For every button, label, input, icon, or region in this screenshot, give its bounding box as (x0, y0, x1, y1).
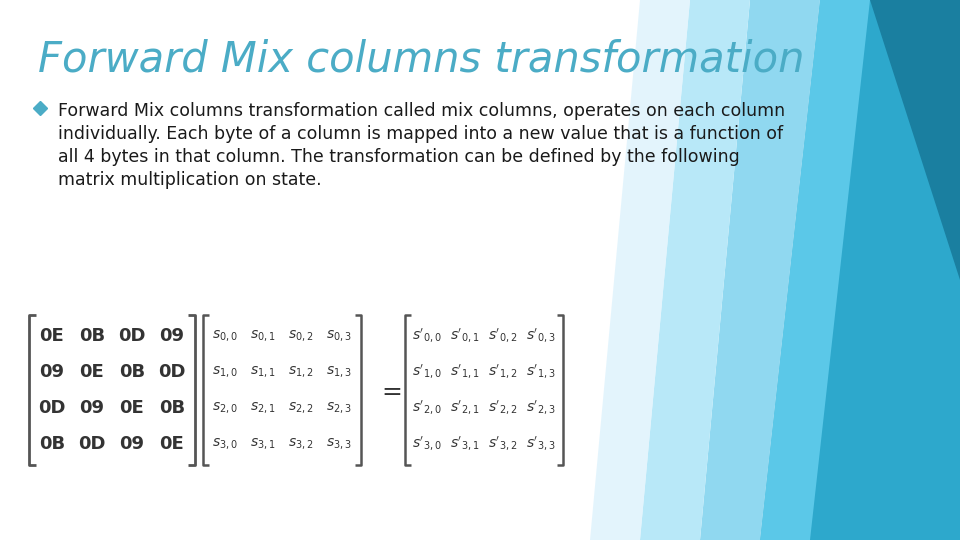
Text: 09: 09 (159, 327, 184, 345)
Text: 0B: 0B (159, 399, 185, 417)
Text: $s_{1,1}$: $s_{1,1}$ (251, 364, 276, 380)
Text: $s_{1,3}$: $s_{1,3}$ (326, 364, 352, 380)
Text: $s_{3,1}$: $s_{3,1}$ (251, 436, 276, 451)
Text: 0D: 0D (79, 435, 106, 453)
Text: 0B: 0B (119, 363, 145, 381)
Polygon shape (590, 0, 690, 540)
Text: $s'_{3,1}$: $s'_{3,1}$ (450, 435, 480, 453)
Text: 09: 09 (39, 363, 64, 381)
Text: $s_{3,3}$: $s_{3,3}$ (326, 436, 352, 451)
Text: $=$: $=$ (377, 378, 402, 402)
Text: 0E: 0E (80, 363, 105, 381)
Polygon shape (810, 0, 960, 540)
Text: 0E: 0E (39, 327, 64, 345)
Text: $s'_{2,1}$: $s'_{2,1}$ (450, 399, 480, 417)
Text: 09: 09 (119, 435, 145, 453)
Text: $s_{3,2}$: $s_{3,2}$ (288, 436, 314, 451)
Text: $s'_{2,2}$: $s'_{2,2}$ (489, 399, 517, 417)
Text: 09: 09 (80, 399, 105, 417)
Text: 0E: 0E (159, 435, 184, 453)
Text: $s'_{1,2}$: $s'_{1,2}$ (489, 363, 517, 381)
Text: $s_{2,2}$: $s_{2,2}$ (288, 401, 314, 415)
Text: $s'_{3,2}$: $s'_{3,2}$ (489, 435, 517, 453)
Text: $s'_{2,0}$: $s'_{2,0}$ (412, 399, 442, 417)
Text: $s_{0,1}$: $s_{0,1}$ (251, 328, 276, 343)
Text: $s'_{2,3}$: $s'_{2,3}$ (526, 399, 556, 417)
Text: $s_{1,0}$: $s_{1,0}$ (212, 364, 238, 380)
Text: 0B: 0B (39, 435, 65, 453)
Polygon shape (640, 0, 750, 540)
Text: matrix multiplication on state.: matrix multiplication on state. (58, 171, 322, 189)
Text: 0D: 0D (118, 327, 146, 345)
Text: $s_{2,3}$: $s_{2,3}$ (326, 401, 352, 415)
Text: $s_{0,0}$: $s_{0,0}$ (212, 328, 238, 343)
Polygon shape (760, 0, 870, 540)
Text: $s_{2,0}$: $s_{2,0}$ (212, 401, 238, 415)
Text: Forward Mix columns transformation: Forward Mix columns transformation (38, 38, 804, 80)
Text: $s'_{1,3}$: $s'_{1,3}$ (526, 363, 556, 381)
Text: individually. Each byte of a column is mapped into a new value that is a functio: individually. Each byte of a column is m… (58, 125, 783, 143)
Text: $s_{3,0}$: $s_{3,0}$ (212, 436, 238, 451)
Text: 0E: 0E (120, 399, 144, 417)
Text: $s_{0,2}$: $s_{0,2}$ (288, 328, 314, 343)
Text: $s'_{0,1}$: $s'_{0,1}$ (450, 327, 480, 345)
Text: $s_{0,3}$: $s_{0,3}$ (326, 328, 352, 343)
Text: $s'_{0,3}$: $s'_{0,3}$ (526, 327, 556, 345)
Text: $s'_{1,1}$: $s'_{1,1}$ (450, 363, 480, 381)
Polygon shape (760, 0, 960, 540)
Text: $s_{2,1}$: $s_{2,1}$ (251, 401, 276, 415)
Text: $s'_{1,0}$: $s'_{1,0}$ (412, 363, 442, 381)
Text: all 4 bytes in that column. The transformation can be defined by the following: all 4 bytes in that column. The transfor… (58, 148, 740, 166)
Text: $s_{1,2}$: $s_{1,2}$ (288, 364, 314, 380)
Text: $s'_{0,0}$: $s'_{0,0}$ (412, 327, 442, 345)
Text: $s'_{0,2}$: $s'_{0,2}$ (489, 327, 517, 345)
Text: $s'_{3,0}$: $s'_{3,0}$ (412, 435, 442, 453)
Polygon shape (700, 0, 820, 540)
Text: 0B: 0B (79, 327, 105, 345)
Text: 0D: 0D (38, 399, 65, 417)
Text: Forward Mix columns transformation called mix columns, operates on each column: Forward Mix columns transformation calle… (58, 102, 785, 120)
Text: $s'_{3,3}$: $s'_{3,3}$ (526, 435, 556, 453)
Text: 0D: 0D (158, 363, 185, 381)
